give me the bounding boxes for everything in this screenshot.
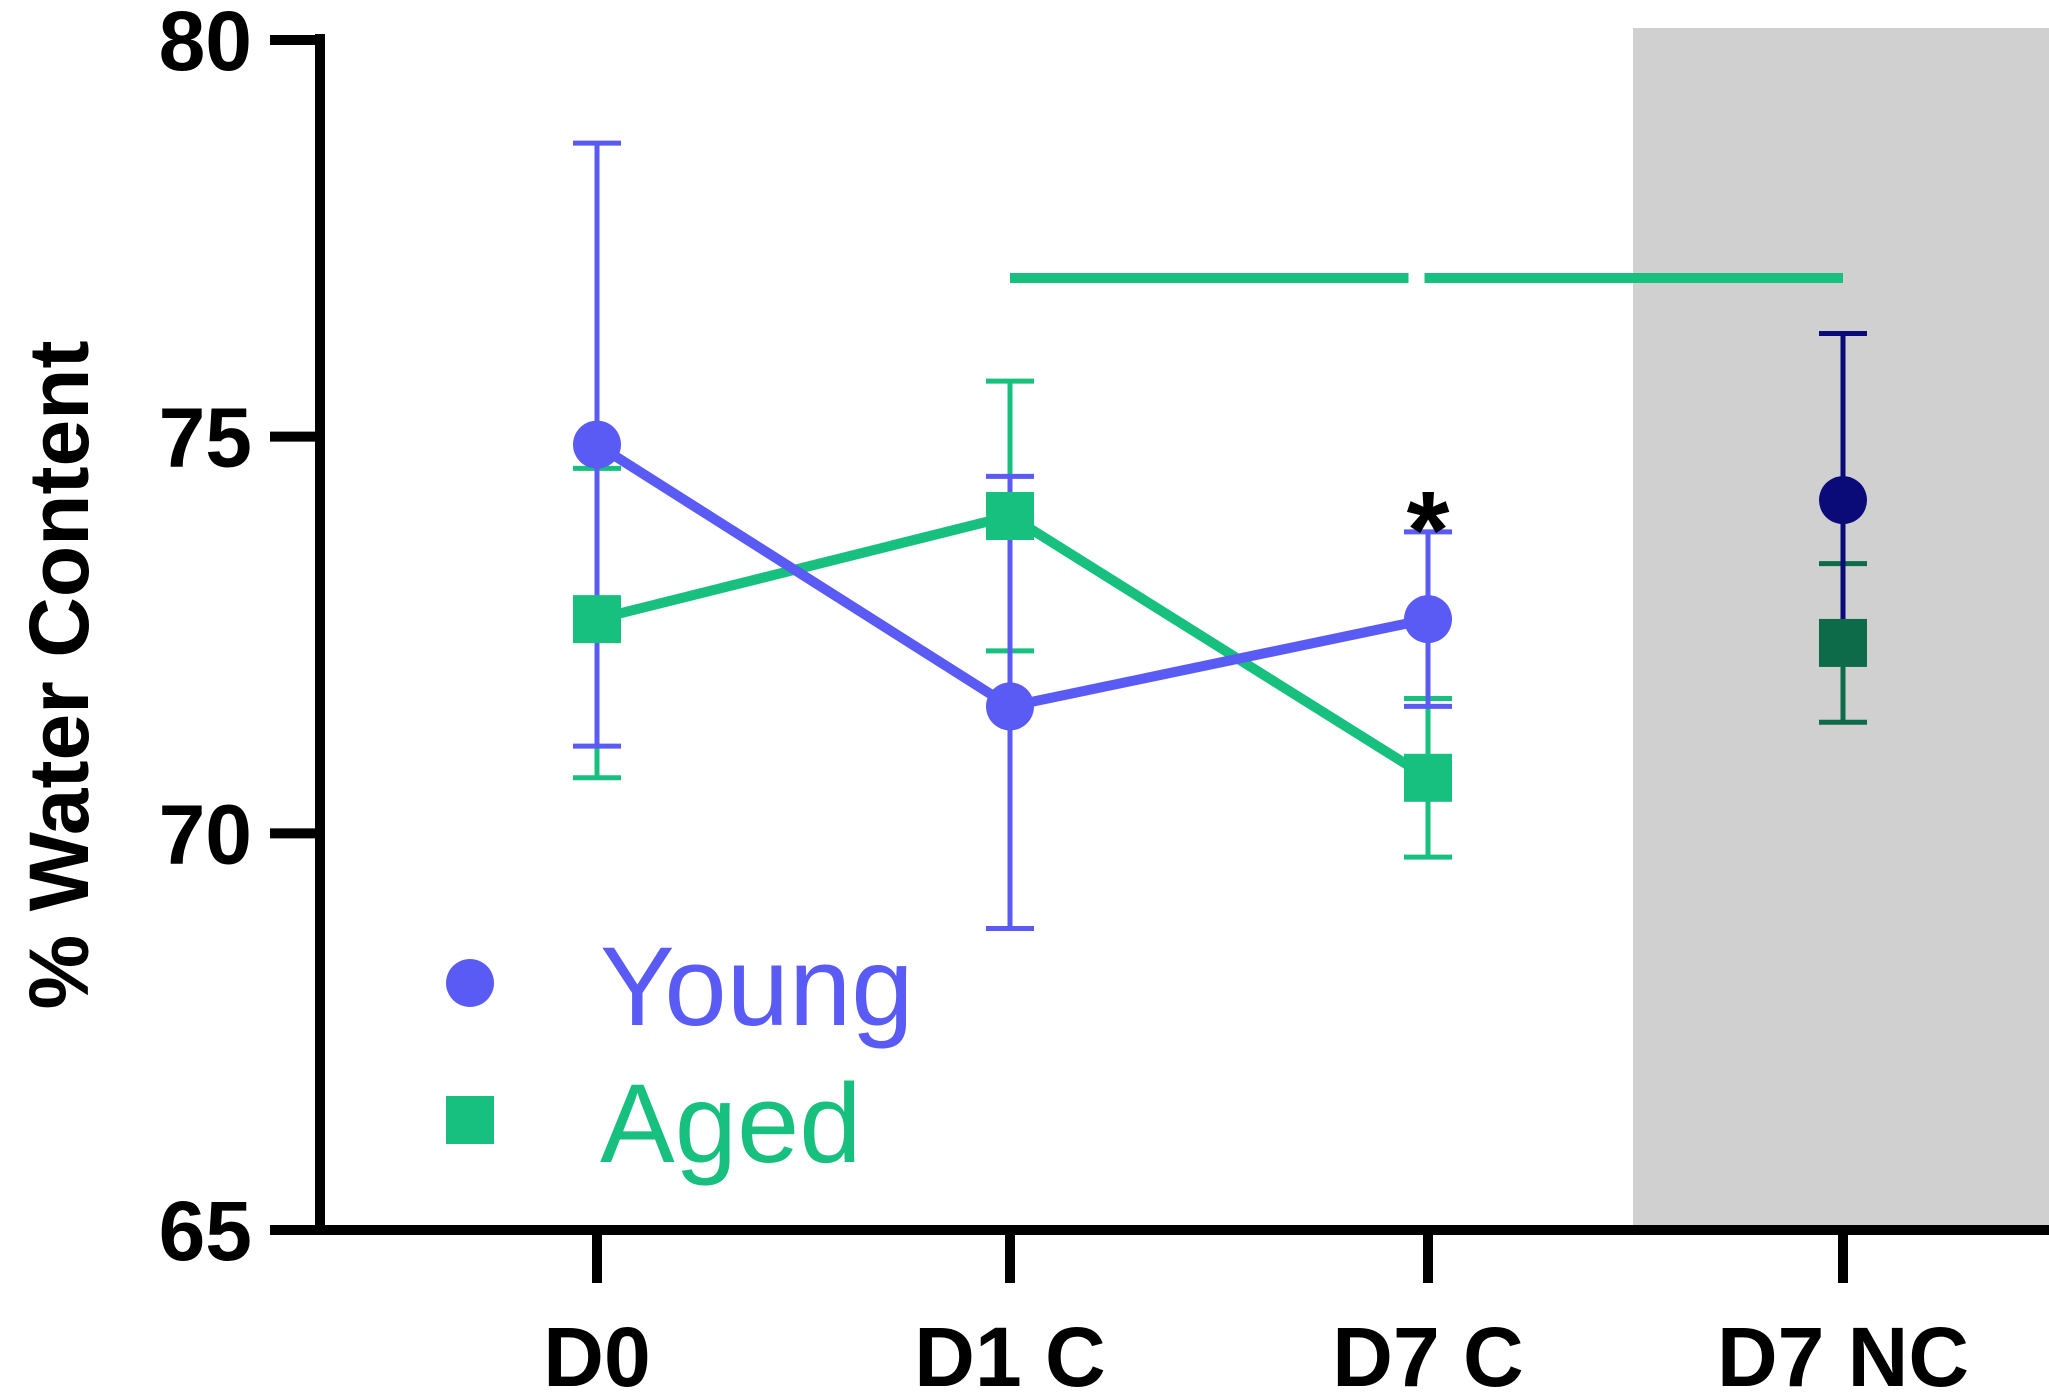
legend-marker-aged: [446, 1096, 494, 1144]
y-tick-label-65: 65: [159, 1184, 252, 1278]
y-tick-label-75: 75: [159, 391, 252, 485]
x-tick-label-0: D0: [543, 1310, 650, 1392]
legend-label-aged: Aged: [600, 1061, 862, 1186]
x-tick-label-1: D1 C: [914, 1310, 1105, 1392]
x-tick-label-3: D7 NC: [1717, 1310, 1969, 1392]
point-aged-3: [1819, 618, 1867, 667]
y-axis-label: % Water Content: [12, 341, 106, 1010]
point-aged-0: [573, 595, 621, 644]
point-young-0: [573, 420, 621, 469]
y-tick-label-70: 70: [159, 787, 252, 881]
point-aged-2: [1404, 753, 1452, 802]
legend-marker-young: [446, 959, 494, 1007]
point-young-1: [986, 682, 1034, 731]
point-young-3: [1819, 476, 1867, 525]
point-young-2: [1404, 595, 1452, 644]
significance-asterisk: *: [1407, 469, 1450, 592]
legend-label-young: Young: [600, 924, 914, 1049]
point-aged-1: [986, 492, 1034, 540]
x-tick-label-2: D7 C: [1332, 1310, 1523, 1392]
series-layer: [573, 140, 1867, 932]
y-tick-label-80: 80: [159, 0, 252, 88]
axes: 65 70 75 80 D0 D1 C D7 C D7 NC: [159, 0, 2049, 1392]
legend: Young Aged: [446, 924, 914, 1186]
